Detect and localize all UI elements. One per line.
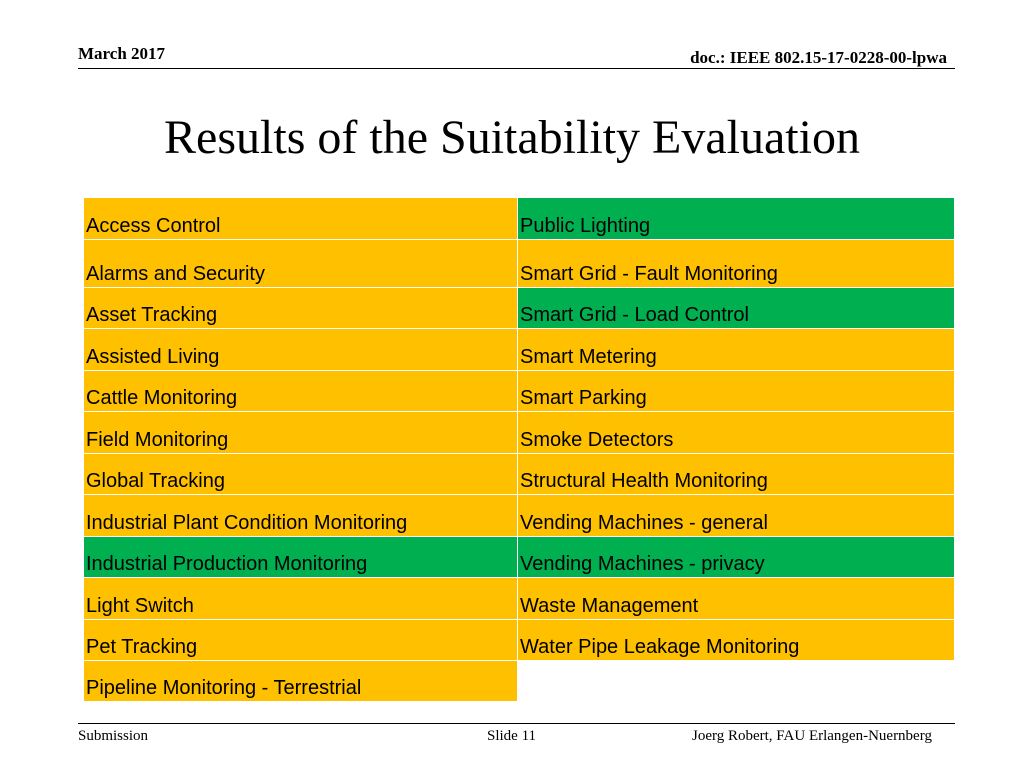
table-cell-right: Vending Machines - privacy bbox=[518, 537, 955, 578]
table-cell-left: Cattle Monitoring bbox=[84, 371, 518, 412]
footer-author: Joerg Robert, FAU Erlangen-Nuernberg bbox=[692, 728, 932, 744]
table-cell-left: Global Tracking bbox=[84, 454, 518, 495]
table-cell-right: Smart Grid - Fault Monitoring bbox=[518, 240, 955, 288]
footer-submission: Submission bbox=[78, 728, 149, 744]
table-cell-left: Light Switch bbox=[84, 578, 518, 620]
table-cell-left: Industrial Production Monitoring bbox=[84, 537, 518, 578]
table-cell-right: Smart Grid - Load Control bbox=[518, 288, 955, 329]
table-cell-left: Field Monitoring bbox=[84, 412, 518, 454]
table-cell-left: Asset Tracking bbox=[84, 288, 518, 329]
table-cell-right: Smart Parking bbox=[518, 371, 955, 412]
table-cell-left: Industrial Plant Condition Monitoring bbox=[84, 495, 518, 537]
footer-slide-number: Slide 11 bbox=[487, 728, 537, 744]
table-cell-right: Vending Machines - general bbox=[518, 495, 955, 537]
header-date: March 2017 bbox=[78, 44, 166, 63]
table-cell-left: Assisted Living bbox=[84, 329, 518, 371]
table-cell-right: Water Pipe Leakage Monitoring bbox=[518, 620, 955, 661]
table-cell-left: Pipeline Monitoring - Terrestrial bbox=[84, 661, 518, 702]
table-cell-left: Alarms and Security bbox=[84, 240, 518, 288]
suitability-table: Access Control Alarms and Security Asset T… bbox=[84, 198, 955, 702]
table-cell-right: Smoke Detectors bbox=[518, 412, 955, 454]
table-cell-right: Smart Metering bbox=[518, 329, 955, 371]
header-divider bbox=[78, 68, 955, 69]
table-cell-right: Waste Management bbox=[518, 578, 955, 620]
header-doc-id: doc.: IEEE 802.15-17-0228-00-lpwa bbox=[690, 48, 947, 67]
table-cell-right: Public Lighting bbox=[518, 198, 955, 240]
table-cell-left: Access Control bbox=[84, 198, 518, 240]
table-cell-left: Pet Tracking bbox=[84, 620, 518, 661]
slide-title: Results of the Suitability Evaluation bbox=[164, 111, 860, 164]
footer-divider bbox=[78, 723, 955, 724]
table-cell-right: Structural Health Monitoring bbox=[518, 454, 955, 495]
